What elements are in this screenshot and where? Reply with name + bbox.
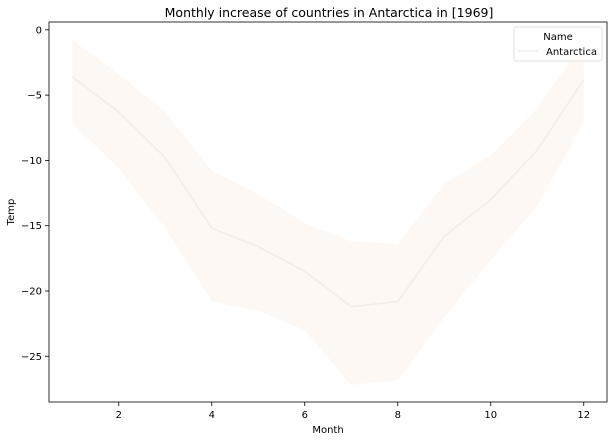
y-tick-label: −25 bbox=[21, 352, 42, 363]
x-tick-label: 12 bbox=[577, 410, 590, 421]
y-tick-label: −5 bbox=[27, 91, 42, 102]
series-line-antarctica bbox=[71, 76, 585, 308]
confidence-band-antarctica bbox=[72, 40, 584, 386]
legend-box bbox=[513, 26, 603, 62]
y-tick-label: 0 bbox=[36, 25, 42, 36]
y-tick-label: −10 bbox=[21, 156, 42, 167]
legend-entry-antarctica: Antarctica bbox=[546, 47, 597, 58]
y-axis-label: Temp bbox=[6, 199, 17, 227]
x-axis-label: Month bbox=[312, 425, 343, 436]
axes-frame bbox=[48, 21, 608, 403]
x-tick-label: 6 bbox=[302, 410, 308, 421]
y-tick-label: −20 bbox=[21, 287, 42, 298]
y-tick-label: −15 bbox=[21, 221, 42, 232]
y-axis-ticks: 0 −5 −10 −15 −20 −25 bbox=[21, 25, 49, 363]
x-axis-ticks: 2 4 6 8 10 12 bbox=[116, 402, 590, 421]
plot-area bbox=[71, 40, 585, 386]
legend-title: Name bbox=[543, 32, 573, 43]
x-tick-label: 8 bbox=[395, 410, 401, 421]
x-tick-label: 10 bbox=[484, 410, 497, 421]
chart-title: Monthly increase of countries in Antarct… bbox=[165, 5, 494, 20]
x-tick-label: 4 bbox=[209, 410, 215, 421]
legend: Name Antarctica bbox=[513, 26, 603, 62]
x-tick-label: 2 bbox=[116, 410, 122, 421]
